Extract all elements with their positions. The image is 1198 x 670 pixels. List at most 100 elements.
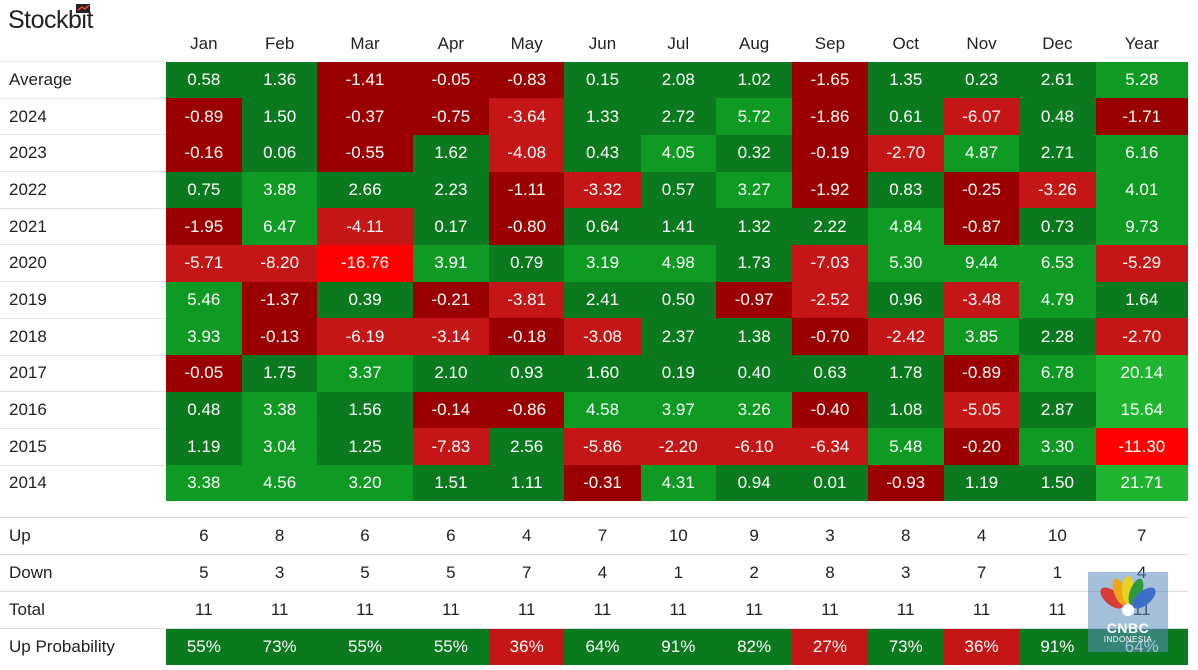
heatmap-cell: -0.87 [943,208,1020,245]
heatmap-cell: -2.52 [792,281,868,319]
heatmap-cell: 0.01 [792,465,868,502]
row-label: 2020 [0,244,166,282]
stats-cell: 11 [489,591,565,629]
stats-cell: 11 [792,591,868,629]
column-header-aug: Aug [738,33,770,53]
stats-cell: 11 [564,591,641,629]
stats-cell: 11 [943,591,1020,629]
heatmap-cell: -0.14 [412,391,490,429]
column-header-jun: Jun [588,33,617,53]
heatmap-cell: -0.83 [489,61,565,99]
heatmap-cell: 2.10 [412,355,490,392]
stats-row-label: Down [0,554,166,592]
heatmap-cell: 0.93 [489,355,565,392]
heatmap-cell: 3.85 [943,318,1020,355]
heatmap-cell: 15.64 [1095,391,1188,429]
heatmap-cell: -0.37 [317,98,413,135]
stats-cell: 4 [489,517,565,555]
heatmap-cell: -5.71 [165,244,242,282]
heatmap-cell: 1.73 [715,244,793,282]
heatmap-cell: -4.11 [317,208,413,245]
heatmap-cell: 1.36 [242,61,318,99]
heatmap-row: 2023 -0.16 0.06 -0.55 1.62 -4.08 0.43 4.05 0.32-… [0,134,1188,172]
heatmap-cell: 3.91 [412,244,490,282]
heatmap-cell: 5.48 [867,428,944,466]
heatmap-cell: 0.83 [867,171,944,209]
column-header-dec: Dec [1042,33,1073,53]
heatmap-cell: 2.56 [489,428,565,466]
heatmap-row: 2018 3.93 -0.13 -6.19 -3.14 -0.18 -3.08 2.37 1.3… [0,317,1188,355]
stats-body: Up686647109384107Down5355741283714Total1… [0,517,1188,665]
heatmap-cell: 2.71 [1019,134,1096,172]
heatmap-cell: -0.31 [564,465,641,502]
column-header-jul: Jul [667,33,690,53]
heatmap-cell: -1.92 [792,171,868,209]
row-label: 2018 [0,317,166,355]
probability-cell: 91% [1019,628,1096,665]
heatmap-cell: 5.46 [165,281,242,319]
stats-cell: 11 [867,591,944,629]
heatmap-cell: 3.38 [242,391,318,429]
heatmap-cell: 3.37 [317,355,413,392]
probability-cell: 55% [317,628,413,665]
heatmap-cell: 4.98 [640,244,716,282]
heatmap-cell: 1.32 [715,208,793,245]
heatmap-cell: 0.15 [564,61,641,99]
heatmap-cell: 4.05 [640,134,716,172]
heatmap-cell: 2.23 [412,171,490,209]
heatmap-cell: 1.64 [1095,281,1188,319]
heatmap-cell: 2.41 [564,281,641,319]
heatmap-body: Average 0.58 1.36 -1.41 -0.05 -0.83 0.15 2.08 1.… [0,61,1188,502]
stats-cell: 7 [489,554,565,592]
heatmap-table: Jan Feb Mar Apr May Jun Jul Aug Sep Oct Nov Dec Year… [0,10,1188,502]
heatmap-cell: 0.75 [165,171,242,209]
heatmap-cell: 2.28 [1019,318,1096,355]
heatmap-cell: -3.48 [943,281,1020,319]
heatmap-cell: 4.84 [867,208,944,245]
heatmap-cell: 21.71 [1095,465,1188,502]
heatmap-cell: -0.89 [943,355,1020,392]
heatmap-cell: 0.32 [715,134,793,172]
heatmap-cell: -0.86 [489,391,565,429]
column-header-feb: Feb [265,33,295,53]
probability-cell: 36% [489,628,565,665]
heatmap-cell: 1.19 [943,465,1020,502]
heatmap-cell: -3.08 [564,318,641,355]
heatmap-cell: -2.70 [1095,318,1188,355]
probability-cell: 55% [412,628,490,665]
column-header-nov: Nov [966,33,997,53]
heatmap-cell: 3.88 [242,171,318,209]
heatmap-cell: -5.05 [943,391,1020,429]
heatmap-cell: 0.63 [792,355,868,392]
heatmap-cell: -0.18 [489,318,565,355]
month-header-row: Jan Feb Mar Apr May Jun Jul Aug Sep Oct Nov Dec Year [0,10,1188,62]
heatmap-cell: 0.58 [165,61,242,99]
heatmap-cell: -0.80 [489,208,565,245]
heatmap-cell: -0.13 [242,318,318,355]
stats-row: Down5355741283714 [0,554,1188,592]
heatmap-row: 2022 0.75 3.88 2.66 2.23 -1.11 -3.32 0.57 3.27 -1… [0,171,1188,209]
stats-cell: 6 [412,517,490,555]
heatmap-cell: -8.20 [242,244,318,282]
heatmap-cell: 1.78 [867,355,944,392]
heatmap-cell: 4.87 [943,134,1020,172]
heatmap-cell: -6.10 [715,428,793,466]
heatmap-cell: 0.23 [943,61,1020,99]
heatmap-row: Average 0.58 1.36 -1.41 -0.05 -0.83 0.15 2.08 1.… [0,61,1188,99]
heatmap-cell: -0.21 [412,281,490,319]
heatmap-cell: 1.38 [715,318,793,355]
heatmap-cell: -1.71 [1095,98,1188,135]
heatmap-row: 2017 -0.05 1.75 3.37 2.10 0.93 1.60 0.19 0.40 0.6… [0,354,1188,392]
stats-cell: 7 [943,554,1020,592]
stats-table: Up686647109384107Down5355741283714Total1… [0,517,1188,665]
column-header-jan: Jan [190,33,218,53]
heatmap-cell: 2.87 [1019,391,1096,429]
probability-cell: 73% [867,628,944,665]
heatmap-row: 2021 -1.95 6.47 -4.11 0.17 -0.80 0.64 1.41 1.32 2… [0,207,1188,245]
stats-cell: 3 [867,554,944,592]
heatmap-cell: 0.50 [640,281,716,319]
heatmap-cell: -0.75 [412,98,490,135]
probability-cell: 27% [792,628,868,665]
heatmap-cell: 1.51 [412,465,490,502]
heatmap-cell: -1.37 [242,281,318,319]
